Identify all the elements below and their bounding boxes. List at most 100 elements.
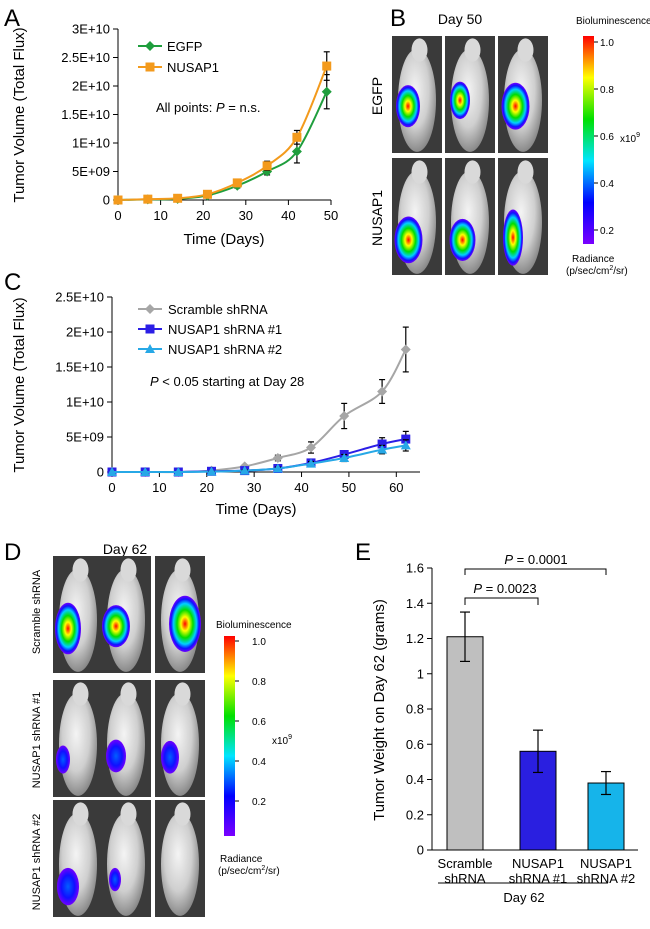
chart-c-x-axis-label: Time (Days) bbox=[215, 501, 296, 518]
chart-c-legend-swatch-marker bbox=[145, 344, 155, 353]
chart-c-x-tick-label: 60 bbox=[389, 480, 403, 495]
panel-d-mouse-image bbox=[53, 800, 103, 917]
chart-c-x-tick-label: 10 bbox=[152, 480, 166, 495]
panel-d-mouse-image bbox=[53, 556, 103, 673]
panel-b-title: Day 50 bbox=[438, 11, 483, 27]
chart-c-y-axis-label: Tumor Volume (Total Flux) bbox=[11, 297, 28, 472]
chart-e-bracket-2 bbox=[464, 568, 607, 575]
mouse-head bbox=[72, 802, 89, 826]
chart-c-y-tick-label: 2E+10 bbox=[66, 325, 104, 340]
chart-e-bar-0 bbox=[446, 636, 484, 851]
chart-e-y-tick-label: 1.2 bbox=[406, 631, 424, 646]
mouse-head bbox=[174, 802, 191, 826]
chart-e-y-tick-label: 0.2 bbox=[406, 807, 424, 822]
chart-e-y-tick-label: 0 bbox=[417, 843, 424, 858]
chart-a-x-tick-label: 0 bbox=[114, 208, 121, 223]
panel-d-colorbar-tick-label: 1.0 bbox=[252, 637, 266, 648]
tumor-signal bbox=[55, 602, 81, 655]
tumor-signal bbox=[109, 867, 121, 892]
mouse-body bbox=[161, 812, 199, 916]
panel-b-colorbar bbox=[583, 36, 594, 244]
chart-c-x-tick-label: 20 bbox=[200, 480, 214, 495]
chart-a-x-tick-label: 50 bbox=[324, 208, 338, 223]
chart-a-y-tick-label: 3E+10 bbox=[72, 22, 110, 37]
chart-a-y-tick-label: 2E+10 bbox=[72, 79, 110, 94]
panel-d-mouse-image bbox=[155, 800, 205, 917]
panel-d-mouse-image bbox=[101, 680, 151, 797]
mouse-head bbox=[411, 160, 428, 184]
mouse-head bbox=[72, 682, 89, 706]
chart-e-bar-1 bbox=[519, 750, 557, 851]
chart-c-x-tick-label: 0 bbox=[108, 480, 115, 495]
panel-d-imaging: Day 62 Scramble shRNA NUSAP1 shRNA #1 NU… bbox=[31, 541, 292, 917]
chart-c-point-2 bbox=[206, 466, 217, 476]
chart-c-y-tick-label: 5E+09 bbox=[66, 430, 104, 445]
chart-a-x-tick-label: 10 bbox=[153, 208, 167, 223]
chart-a-point-1 bbox=[322, 61, 332, 71]
tumor-signal bbox=[56, 745, 70, 774]
tumor-signal bbox=[501, 82, 530, 130]
panel-d-mouse-image bbox=[155, 680, 205, 797]
panel-b-mouse-image bbox=[498, 36, 548, 153]
chart-c-point-2 bbox=[107, 467, 117, 476]
panel-b-radiance-1: Radiance bbox=[572, 254, 615, 265]
chart-e-y-tick-label: 1.6 bbox=[406, 561, 424, 576]
panel-b-mouse-image bbox=[445, 158, 495, 275]
chart-c-point-1 bbox=[377, 439, 387, 449]
chart-c-point-1 bbox=[401, 434, 411, 444]
panel-b-mouse-image bbox=[445, 36, 495, 153]
chart-a-x-tick-label: 30 bbox=[239, 208, 253, 223]
chart-a-point-1 bbox=[143, 194, 153, 204]
panel-d-scale-title: Bioluminescence bbox=[216, 620, 292, 631]
panel-d-radiance-1: Radiance bbox=[220, 854, 263, 865]
mouse-head bbox=[120, 802, 137, 826]
tumor-signal bbox=[57, 867, 79, 906]
chart-c-legend-scramble: Scramble shRNA bbox=[168, 302, 268, 317]
panel-d-colorbar-tick-label: 0.4 bbox=[252, 757, 266, 768]
chart-c-legend-shrna-1: NUSAP1 shRNA #1 bbox=[168, 322, 282, 337]
panel-d-radiance-2: (p/sec/cm2/sr) bbox=[218, 865, 280, 877]
chart-a-point-1 bbox=[292, 132, 302, 142]
chart-a-annotation: All points: P = n.s. bbox=[156, 100, 260, 115]
tumor-signal bbox=[169, 595, 201, 652]
chart-c-y-tick-label: 1.5E+10 bbox=[55, 360, 104, 375]
mouse-head bbox=[120, 682, 137, 706]
chart-a: Tumor Volume (Total Flux) Time (Days) Al… bbox=[11, 22, 338, 249]
chart-e-category-label: shRNA #1 bbox=[509, 871, 568, 886]
mouse-head bbox=[174, 558, 191, 582]
chart-a-y-tick-label: 5E+09 bbox=[72, 164, 110, 179]
panel-d-scale-unit: x109 bbox=[272, 734, 292, 747]
tumor-signal bbox=[394, 216, 423, 264]
panel-d-mouse-image bbox=[155, 556, 205, 673]
panel-b-colorbar-tick-label: 0.2 bbox=[600, 226, 614, 237]
chart-c-point-2 bbox=[173, 467, 184, 476]
chart-a-x-tick-label: 40 bbox=[281, 208, 295, 223]
panel-d-mouse-image bbox=[101, 556, 151, 673]
panel-b-radiance-2: (p/sec/cm2/sr) bbox=[566, 265, 628, 277]
chart-e-y-tick-label: 1.4 bbox=[406, 596, 424, 611]
panel-d-row-scramble: Scramble shRNA bbox=[31, 569, 43, 654]
chart-c-point-2 bbox=[306, 458, 317, 468]
chart-c-point-0 bbox=[306, 442, 317, 453]
chart-a-point-1 bbox=[113, 195, 123, 205]
chart-a-legend-swatch-marker bbox=[145, 41, 155, 51]
panel-b-row-egfp: EGFP bbox=[369, 77, 385, 115]
chart-a-point-0 bbox=[291, 146, 302, 157]
chart-e-category-label: shRNA #2 bbox=[577, 871, 636, 886]
chart-c-point-2 bbox=[140, 467, 151, 476]
chart-c-y-tick-label: 2.5E+10 bbox=[55, 290, 104, 305]
chart-e-bracket-1 bbox=[464, 597, 539, 605]
chart-c-annotation: P < 0.05 starting at Day 28 bbox=[150, 374, 304, 389]
panel-b-mouse-image bbox=[392, 158, 442, 275]
panel-label-a: A bbox=[4, 5, 20, 32]
chart-e-category-label: Scramble bbox=[438, 856, 493, 871]
panel-b-colorbar-tick-label: 1.0 bbox=[600, 38, 614, 49]
tumor-signal bbox=[102, 605, 130, 648]
chart-e-category-label: NUSAP1 bbox=[580, 856, 632, 871]
chart-a-point-1 bbox=[173, 193, 183, 203]
chart-e: Tumor Weight on Day 62 (grams) Day 62 P … bbox=[371, 552, 638, 905]
chart-e-category-label: shRNA bbox=[444, 871, 486, 886]
chart-c-point-2 bbox=[272, 463, 283, 473]
chart-e-y-axis-label: Tumor Weight on Day 62 (grams) bbox=[371, 599, 388, 821]
